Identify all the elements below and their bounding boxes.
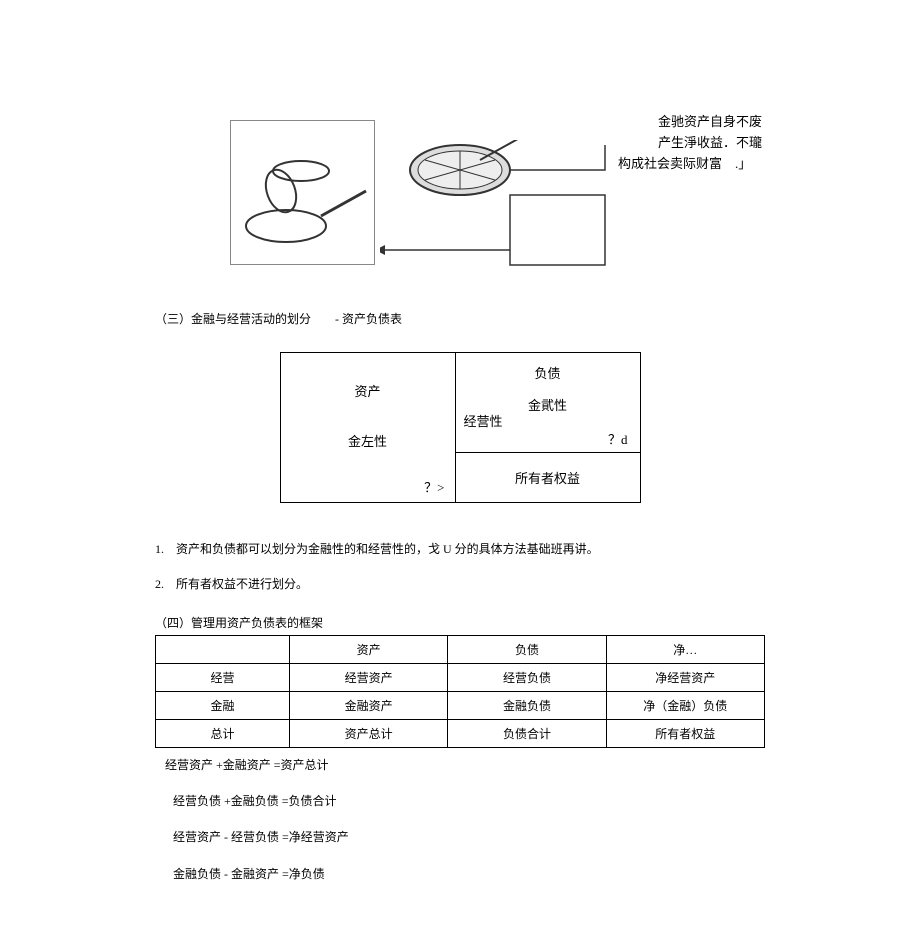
- callout-line2: 产生淨收益．不瓏: [610, 133, 810, 154]
- section3-note2: 2. 所有者权益不进行划分。: [155, 573, 765, 596]
- bs-right-top1: 负债: [456, 363, 640, 382]
- mgmt-r2c2: 负债合计: [448, 719, 606, 747]
- mgmt-r1c0: 金融: [156, 691, 290, 719]
- bs-left-corner: ？>: [424, 477, 444, 496]
- mgmt-h3: 净…: [606, 635, 764, 663]
- table-row: 总计 资产总计 负债合计 所有者权益: [156, 719, 765, 747]
- illustration-left-box: [230, 120, 375, 265]
- mgmt-r0c0: 经营: [156, 663, 290, 691]
- section3-heading: （三）金融与经营活动的划分 - 资产负债表: [155, 310, 765, 327]
- mgmt-r1c3: 净（金融）负债: [606, 691, 764, 719]
- illustration-block: 金驰资产自身不废 产生淨收益．不瓏 构成社会卖际财富 .」: [230, 120, 765, 290]
- bs-left-top: 资产: [281, 381, 455, 400]
- formula-2: 经营负债 +金融负债 =负债合计: [173, 788, 765, 814]
- formula-3: 经营资产 - 经营负债 =净经营资产: [173, 824, 765, 850]
- callout-line1: 金驰资产自身不废: [610, 112, 810, 133]
- mgmt-r2c3: 所有者权益: [606, 719, 764, 747]
- bs-right-mid: 经营性: [464, 411, 503, 430]
- page-container: 金驰资产自身不废 产生淨收益．不瓏 构成社会卖际财富 .」 （三）金融与经营活动…: [0, 0, 920, 937]
- table-row: 经营 经营资产 经营负债 净经营资产: [156, 663, 765, 691]
- bs-right-mid-corner: ？d: [608, 429, 628, 448]
- callout-text: 金驰资产自身不废 产生淨收益．不瓏 构成社会卖际财富 .」: [610, 112, 810, 174]
- table-row: 资产 负债 净…: [156, 635, 765, 663]
- callout-line3: 构成社会卖际财富 .」: [610, 154, 810, 175]
- bs-right-bottom: 所有者权益: [515, 471, 580, 486]
- mgmt-r0c2: 经营负债: [448, 663, 606, 691]
- bs-left-bottom: 金左性: [281, 431, 455, 450]
- mgmt-h1: 资产: [289, 635, 447, 663]
- mgmt-r1c1: 金融资产: [289, 691, 447, 719]
- mgmt-r0c3: 净经营资产: [606, 663, 764, 691]
- management-bs-table: 资产 负债 净… 经营 经营资产 经营负债 净经营资产 金融 金融资产 金融负债…: [155, 635, 765, 748]
- mgmt-h0: [156, 635, 290, 663]
- section3-note1: 1. 资产和负债都可以划分为金融性的和经营性的，戈 U 分的具体方法基础班再讲。: [155, 538, 765, 561]
- table-row: 金融 金融资产 金融负债 净（金融）负债: [156, 691, 765, 719]
- mgmt-r1c2: 金融负债: [448, 691, 606, 719]
- section4-heading: （四）管理用资产负债表的框架: [155, 614, 765, 631]
- mgmt-r0c1: 经营资产: [289, 663, 447, 691]
- mgmt-h2: 负债: [448, 635, 606, 663]
- formula-1: 经营资产 +金融资产 =资产总计: [165, 752, 765, 778]
- pizza-connector-icon: [380, 140, 610, 280]
- mgmt-r2c1: 资产总计: [289, 719, 447, 747]
- pan-illustration-icon: [231, 121, 376, 266]
- formula-4: 金融负债 - 金融资产 =净负债: [173, 861, 765, 887]
- balance-sheet-table: 资产 金左性 ？> 负债 金貮性 经营性 ？d 所有者权益: [280, 352, 641, 503]
- mgmt-r2c0: 总计: [156, 719, 290, 747]
